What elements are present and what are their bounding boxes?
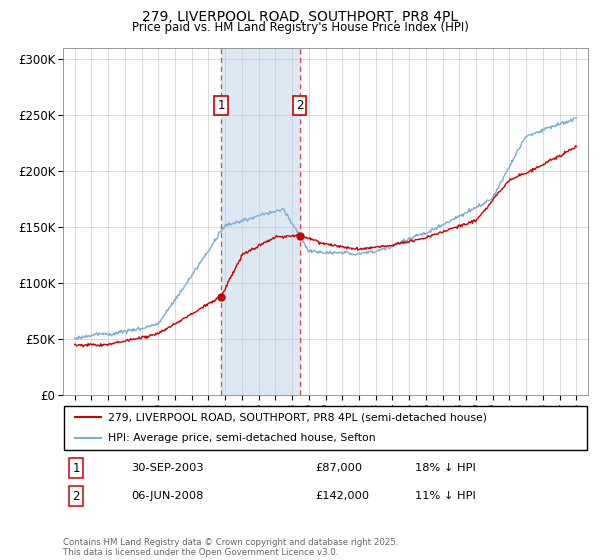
FancyBboxPatch shape — [64, 406, 587, 450]
Text: 30-SEP-2003: 30-SEP-2003 — [131, 463, 204, 473]
Text: Price paid vs. HM Land Registry's House Price Index (HPI): Price paid vs. HM Land Registry's House … — [131, 21, 469, 34]
Text: 2: 2 — [73, 489, 80, 503]
Bar — [221, 48, 300, 395]
Text: 279, LIVERPOOL ROAD, SOUTHPORT, PR8 4PL (semi-detached house): 279, LIVERPOOL ROAD, SOUTHPORT, PR8 4PL … — [107, 412, 487, 422]
Text: 2: 2 — [296, 99, 304, 113]
Text: 279, LIVERPOOL ROAD, SOUTHPORT, PR8 4PL: 279, LIVERPOOL ROAD, SOUTHPORT, PR8 4PL — [142, 10, 458, 24]
Text: 18% ↓ HPI: 18% ↓ HPI — [415, 463, 476, 473]
Text: £87,000: £87,000 — [315, 463, 362, 473]
Text: Contains HM Land Registry data © Crown copyright and database right 2025.
This d: Contains HM Land Registry data © Crown c… — [63, 538, 398, 557]
Text: 11% ↓ HPI: 11% ↓ HPI — [415, 491, 476, 501]
Text: 1: 1 — [217, 99, 225, 113]
Text: 1: 1 — [73, 461, 80, 475]
Text: £142,000: £142,000 — [315, 491, 369, 501]
Text: HPI: Average price, semi-detached house, Sefton: HPI: Average price, semi-detached house,… — [107, 433, 375, 444]
Text: 06-JUN-2008: 06-JUN-2008 — [131, 491, 203, 501]
